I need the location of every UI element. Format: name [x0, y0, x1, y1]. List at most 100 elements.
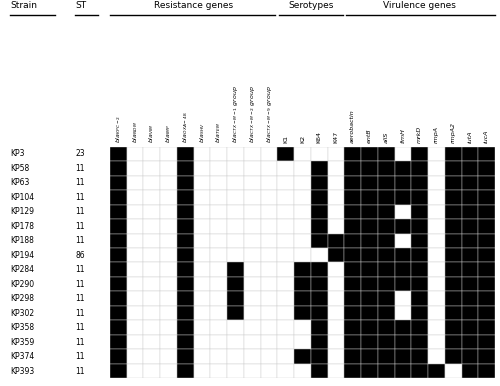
Bar [194, 161, 210, 176]
Bar [378, 176, 394, 190]
Bar [244, 176, 260, 190]
Bar [110, 262, 126, 277]
Bar [244, 190, 260, 205]
Bar [160, 320, 177, 335]
Bar [126, 364, 144, 378]
Bar [210, 219, 227, 234]
Bar [160, 219, 177, 234]
Bar [445, 219, 462, 234]
Text: iutA: iutA [468, 130, 472, 143]
Bar [344, 277, 361, 291]
Bar [260, 248, 278, 262]
Text: KP178: KP178 [10, 222, 34, 231]
Bar [344, 335, 361, 349]
Bar [194, 205, 210, 219]
Bar [412, 234, 428, 248]
Bar [478, 147, 495, 161]
Text: KP63: KP63 [10, 178, 29, 187]
Bar [294, 205, 311, 219]
Bar [328, 234, 344, 248]
Text: Strain: Strain [10, 1, 37, 10]
Bar [126, 161, 144, 176]
Bar [194, 306, 210, 320]
Bar [194, 234, 210, 248]
Bar [160, 248, 177, 262]
Bar [110, 205, 126, 219]
Bar [328, 190, 344, 205]
Text: KP358: KP358 [10, 323, 34, 332]
Bar [478, 291, 495, 306]
Bar [177, 335, 194, 349]
Bar [110, 364, 126, 378]
Bar [311, 205, 328, 219]
Bar [278, 306, 294, 320]
Text: 11: 11 [75, 309, 85, 318]
Bar [227, 320, 244, 335]
Bar [311, 364, 328, 378]
Bar [311, 277, 328, 291]
Bar [126, 277, 144, 291]
Bar [428, 190, 445, 205]
Bar [126, 248, 144, 262]
Bar [160, 205, 177, 219]
Bar [244, 248, 260, 262]
Bar [210, 277, 227, 291]
Bar [462, 219, 478, 234]
Text: rmpA2: rmpA2 [450, 122, 456, 143]
Bar [328, 349, 344, 364]
Bar [210, 234, 227, 248]
Bar [412, 219, 428, 234]
Bar [344, 234, 361, 248]
Bar [428, 320, 445, 335]
Bar [194, 320, 210, 335]
Bar [144, 161, 160, 176]
Bar [210, 306, 227, 320]
Bar [210, 335, 227, 349]
Bar [278, 219, 294, 234]
Bar [210, 161, 227, 176]
Bar [144, 320, 160, 335]
Bar [344, 147, 361, 161]
Bar [194, 262, 210, 277]
Bar [227, 219, 244, 234]
Bar [126, 190, 144, 205]
Text: Virulence genes: Virulence genes [383, 1, 456, 10]
Text: 86: 86 [75, 251, 85, 260]
Bar [361, 291, 378, 306]
Bar [412, 147, 428, 161]
Bar [462, 320, 478, 335]
Text: KP58: KP58 [10, 164, 29, 173]
Bar [311, 306, 328, 320]
Text: bla$_{{CTX-M-2}}$ group: bla$_{{CTX-M-2}}$ group [248, 85, 257, 143]
Bar [126, 306, 144, 320]
Bar [361, 161, 378, 176]
Bar [361, 219, 378, 234]
Bar [294, 320, 311, 335]
Text: 11: 11 [75, 294, 85, 303]
Bar [177, 190, 194, 205]
Bar [177, 161, 194, 176]
Bar [361, 335, 378, 349]
Bar [244, 335, 260, 349]
Bar [177, 349, 194, 364]
Bar [394, 190, 411, 205]
Bar [177, 277, 194, 291]
Bar [428, 335, 445, 349]
Bar [144, 364, 160, 378]
Bar [344, 161, 361, 176]
Bar [244, 234, 260, 248]
Bar [462, 176, 478, 190]
Bar [144, 262, 160, 277]
Bar [194, 349, 210, 364]
Bar [126, 291, 144, 306]
Bar [378, 205, 394, 219]
Bar [394, 176, 411, 190]
Text: KP298: KP298 [10, 294, 34, 303]
Bar [110, 176, 126, 190]
Bar [328, 320, 344, 335]
Bar [428, 291, 445, 306]
Bar [311, 248, 328, 262]
Bar [478, 219, 495, 234]
Bar [412, 335, 428, 349]
Bar [294, 161, 311, 176]
